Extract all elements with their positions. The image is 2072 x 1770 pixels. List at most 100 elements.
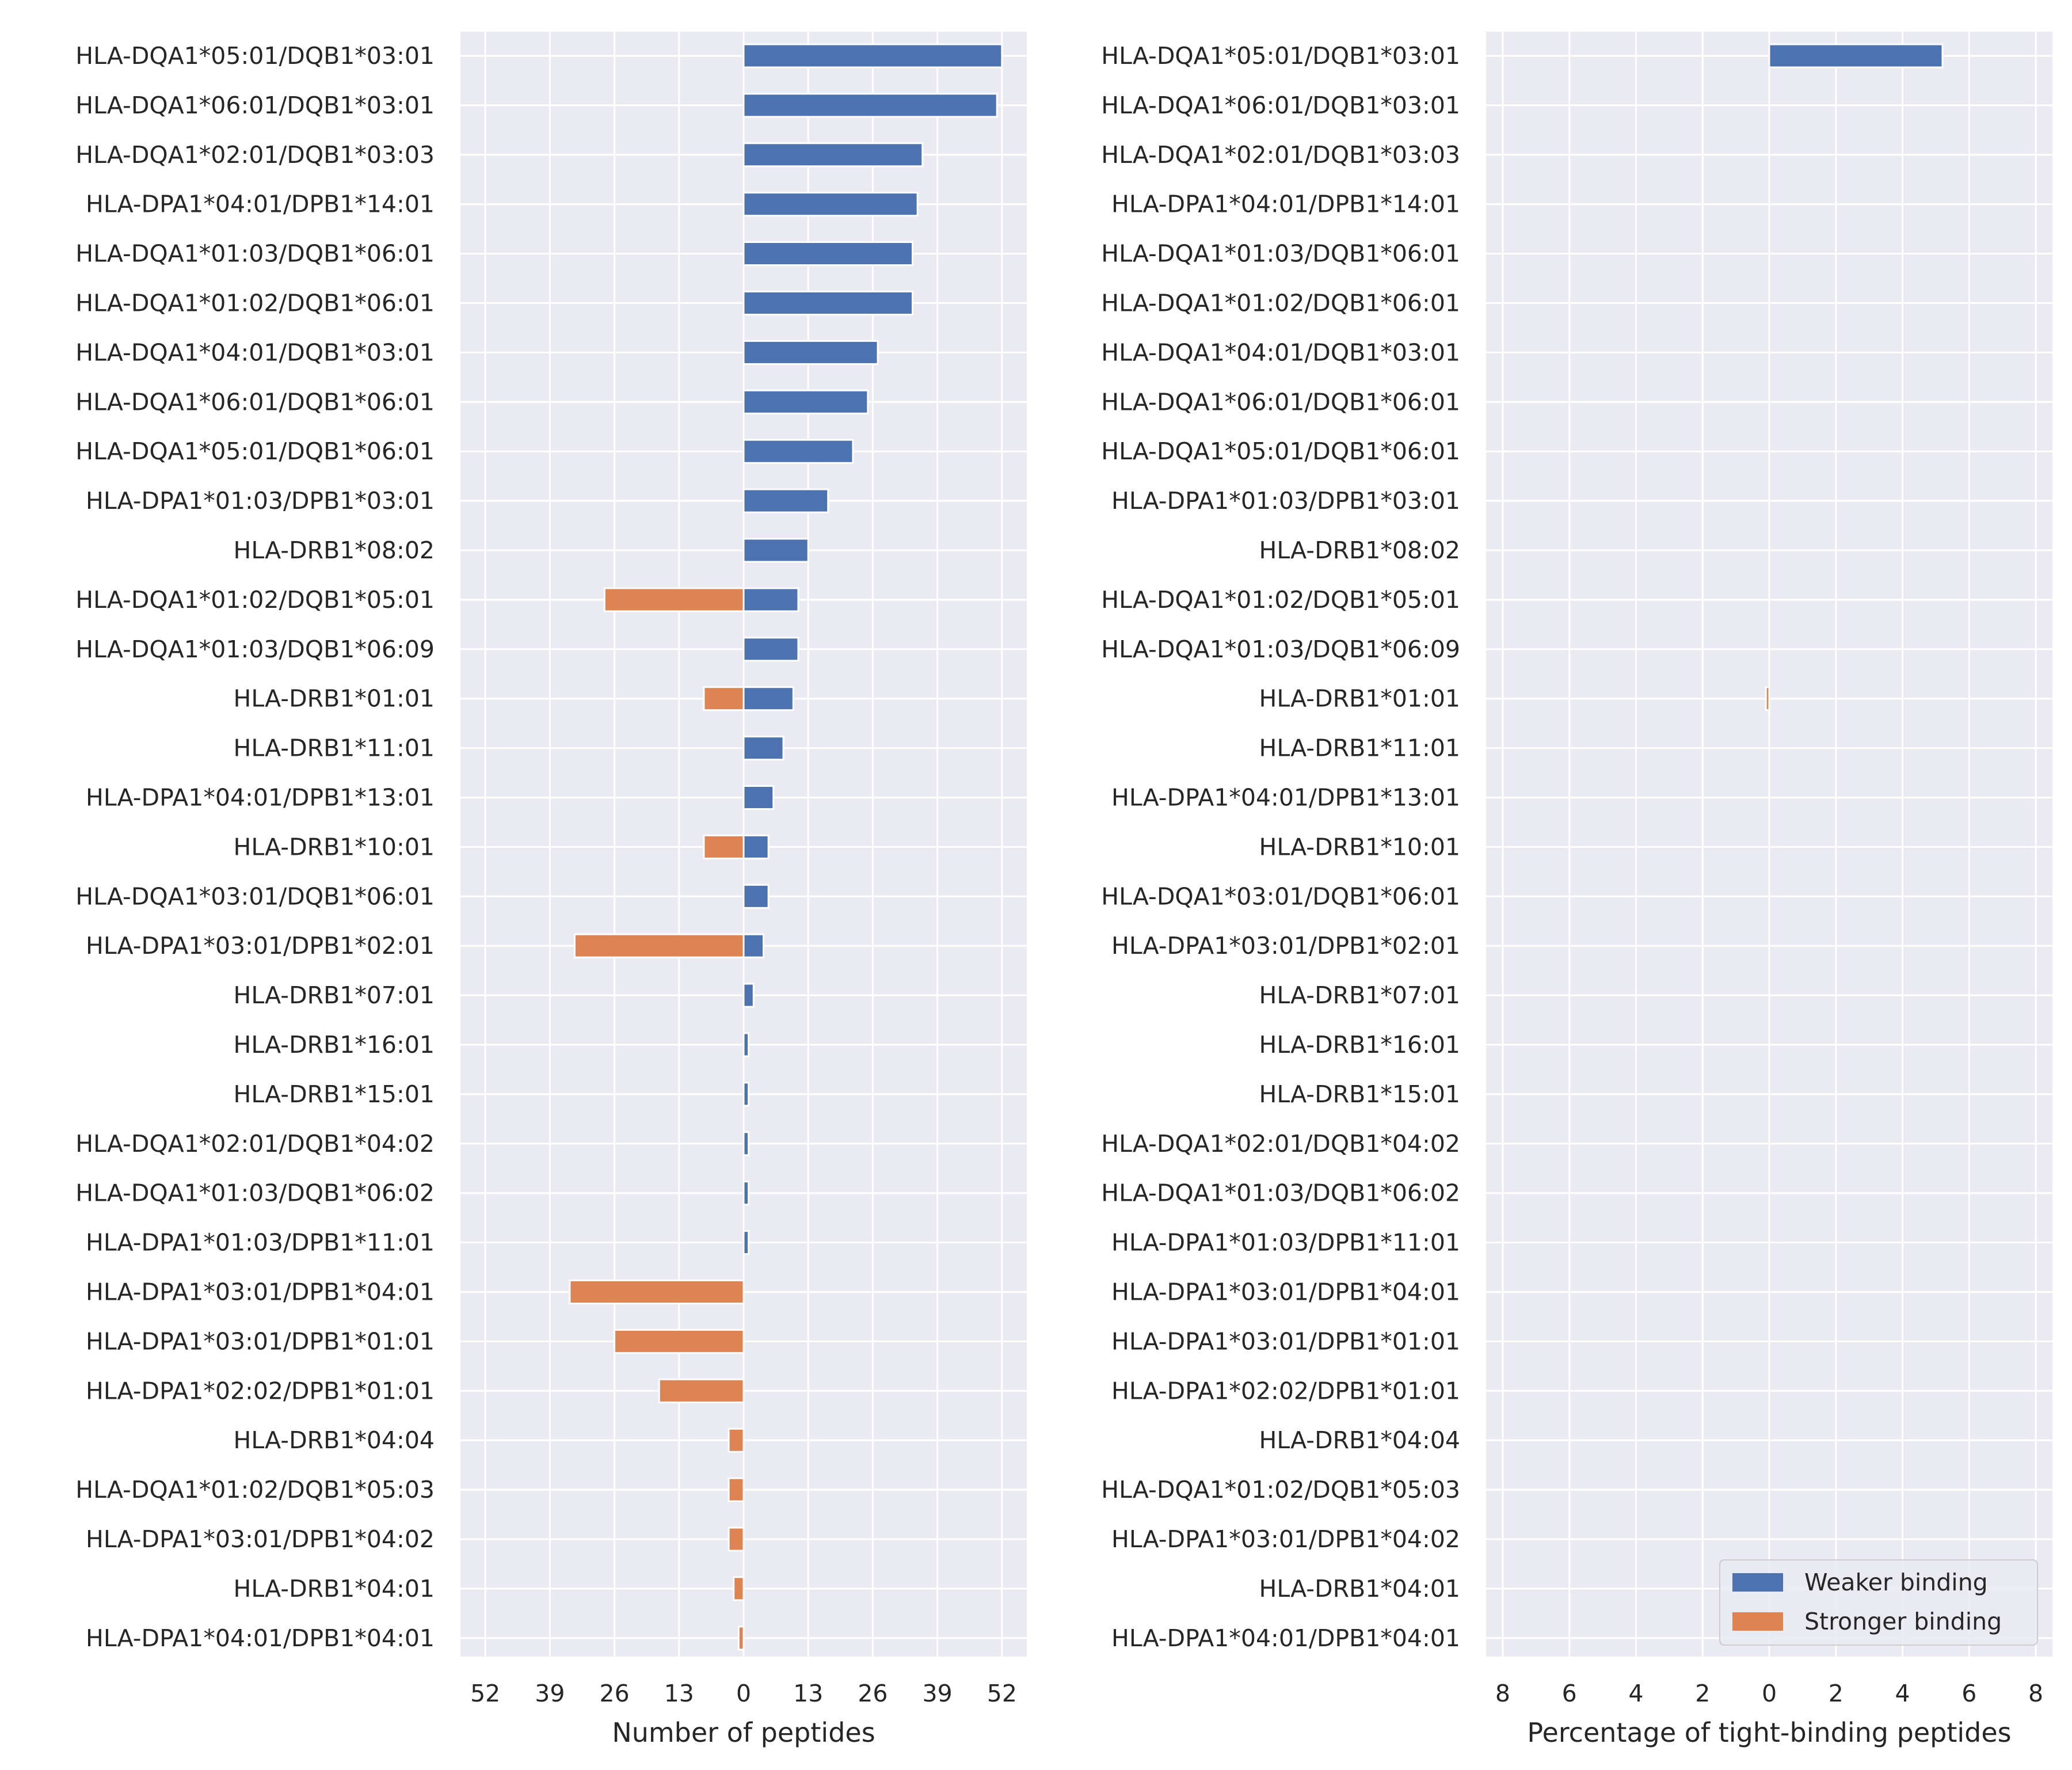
left-category-label: HLA-DQA1*05:01/DQB1*06:01 [75, 437, 435, 465]
right-tick-label: 6 [1562, 1680, 1577, 1707]
left-bar-weaker [742, 488, 829, 513]
left-tick-label: 52 [987, 1680, 1017, 1707]
right-category-label: HLA-DQA1*01:02/DQB1*06:01 [1101, 290, 1460, 317]
right-category-label: HLA-DQA1*06:01/DQB1*06:01 [1101, 388, 1460, 416]
left-bar-weaker [742, 340, 879, 365]
left-category-label: HLA-DRB1*11:01 [234, 734, 435, 762]
left-category-label: HLA-DPA1*03:01/DPB1*02:01 [86, 932, 435, 960]
left-bar-weaker [742, 142, 924, 168]
left-category-label: HLA-DQA1*01:02/DQB1*06:01 [75, 290, 435, 317]
left-axis-label: Number of peptides [612, 1717, 875, 1748]
right-category-label: HLA-DQA1*05:01/DQB1*03:01 [1101, 42, 1460, 70]
right-category-label: HLA-DRB1*04:04 [1259, 1426, 1460, 1454]
left-tick-label: 26 [858, 1680, 888, 1707]
right-tick-label: 2 [1829, 1680, 1844, 1707]
right-category-label: HLA-DRB1*01:01 [1259, 685, 1460, 713]
right-category-label: HLA-DRB1*16:01 [1259, 1031, 1460, 1059]
left-bar-weaker [742, 93, 998, 118]
left-category-label: HLA-DQA1*01:02/DQB1*05:03 [75, 1476, 435, 1503]
right-tick-label: 2 [1695, 1680, 1710, 1707]
left-tick-label: 39 [923, 1680, 953, 1707]
right-category-label: HLA-DPA1*01:03/DPB1*03:01 [1111, 487, 1460, 515]
right-tick-label: 0 [1762, 1680, 1777, 1707]
right-tick-label: 8 [1495, 1680, 1510, 1707]
left-category-label: HLA-DQA1*01:03/DQB1*06:02 [75, 1179, 435, 1207]
right-category-label: HLA-DRB1*04:01 [1259, 1575, 1460, 1602]
right-category-label: HLA-DQA1*04:01/DQB1*03:01 [1101, 338, 1460, 366]
right-panel: HLA-DQA1*05:01/DQB1*03:01 HLA-DQA1*06:01/… [1101, 32, 2052, 1748]
right-category-label: HLA-DQA1*01:02/DQB1*05:01 [1101, 586, 1460, 614]
left-category-label: HLA-DPA1*01:03/DPB1*11:01 [86, 1229, 435, 1257]
left-bar-weaker [742, 1082, 750, 1107]
left-bar-weaker [742, 1131, 750, 1156]
left-category-label: HLA-DPA1*04:01/DPB1*04:01 [86, 1624, 435, 1652]
left-category-label: HLA-DQA1*06:01/DQB1*03:01 [75, 92, 435, 119]
left-tick-label: 26 [599, 1680, 629, 1707]
right-category-label: HLA-DQA1*05:01/DQB1*06:01 [1101, 437, 1460, 465]
legend-box [1719, 1559, 2038, 1646]
left-bar-weaker [742, 538, 809, 563]
left-category-label: HLA-DPA1*03:01/DPB1*01:01 [86, 1327, 435, 1355]
left-bar-weaker [742, 834, 770, 859]
left-category-label: HLA-DQA1*02:01/DQB1*03:03 [75, 141, 435, 169]
right-category-label: HLA-DPA1*04:01/DPB1*13:01 [1111, 784, 1460, 812]
left-tick-label: 0 [736, 1680, 751, 1707]
left-category-label: HLA-DRB1*15:01 [234, 1080, 435, 1108]
left-category-label: HLA-DRB1*04:04 [234, 1426, 435, 1454]
left-bar-weaker [742, 1032, 750, 1057]
left-bar-weaker [742, 192, 919, 217]
left-bar-stronger [703, 686, 745, 711]
left-bar-weaker [742, 785, 775, 810]
left-category-label: HLA-DRB1*10:01 [234, 833, 435, 861]
left-bar-stronger [737, 1626, 745, 1651]
left-category-label: HLA-DQA1*01:02/DQB1*05:01 [75, 586, 435, 614]
right-category-label: HLA-DPA1*04:01/DPB1*04:01 [1111, 1624, 1460, 1652]
left-bar-weaker [742, 291, 913, 315]
right-category-label: HLA-DQA1*06:01/DQB1*03:01 [1101, 92, 1460, 119]
left-category-label: HLA-DPA1*03:01/DPB1*04:02 [86, 1525, 435, 1553]
left-bar-weaker [742, 241, 913, 267]
left-bar-weaker [742, 736, 784, 761]
left-tick-label: 52 [470, 1680, 500, 1707]
left-category-label: HLA-DQA1*02:01/DQB1*04:02 [75, 1130, 435, 1158]
right-category-label: HLA-DPA1*03:01/DPB1*04:02 [1111, 1525, 1460, 1553]
left-bar-stronger [658, 1378, 745, 1403]
right-category-label: HLA-DQA1*01:03/DQB1*06:09 [1101, 635, 1460, 663]
left-category-label: HLA-DPA1*04:01/DPB1*13:01 [86, 784, 435, 812]
left-bar-weaker [742, 686, 794, 711]
left-category-label: HLA-DQA1*01:03/DQB1*06:09 [75, 635, 435, 663]
left-bar-stronger [614, 1329, 745, 1354]
left-bar-weaker [742, 983, 755, 1008]
left-bar-weaker [742, 884, 770, 909]
right-category-label: HLA-DRB1*15:01 [1259, 1080, 1460, 1108]
left-category-label: HLA-DRB1*01:01 [234, 685, 435, 713]
left-bar-weaker [742, 389, 869, 414]
left-tick-label: 13 [664, 1680, 694, 1707]
right-category-label: HLA-DRB1*08:02 [1259, 536, 1460, 564]
left-bar-stronger [703, 834, 745, 859]
right-category-label: HLA-DQA1*02:01/DQB1*03:03 [1101, 141, 1460, 169]
left-category-label: HLA-DPA1*04:01/DPB1*14:01 [86, 191, 435, 218]
left-category-label: HLA-DQA1*04:01/DQB1*03:01 [75, 338, 435, 366]
right-category-label: HLA-DPA1*04:01/DPB1*14:01 [1111, 191, 1460, 218]
left-bar-stronger [569, 1280, 745, 1304]
right-axis-label: Percentage of tight-binding peptides [1527, 1717, 2011, 1748]
left-tick-label: 39 [535, 1680, 565, 1707]
left-panel: HLA-DQA1*05:01/DQB1*03:01 HLA-DQA1*06:01/… [75, 32, 1027, 1748]
right-category-label: HLA-DPA1*03:01/DPB1*02:01 [1111, 932, 1460, 960]
left-bar-weaker [742, 1230, 750, 1255]
left-bar-weaker [742, 1181, 750, 1206]
legend: Weaker binding Stronger binding [1719, 1559, 2038, 1646]
left-bar-weaker [742, 439, 854, 464]
legend-swatch-weaker [1732, 1573, 1783, 1592]
right-category-label: HLA-DRB1*11:01 [1259, 734, 1460, 762]
right-category-label: HLA-DQA1*01:02/DQB1*05:03 [1101, 1476, 1460, 1503]
left-category-label: HLA-DRB1*16:01 [234, 1031, 435, 1059]
left-bar-weaker [742, 43, 1003, 68]
right-bar-weaker [1768, 43, 1944, 68]
left-category-label: HLA-DQA1*06:01/DQB1*06:01 [75, 388, 435, 416]
left-bar-stronger [728, 1527, 745, 1552]
right-category-label: HLA-DQA1*03:01/DQB1*06:01 [1101, 882, 1460, 910]
right-tick-label: 8 [2028, 1680, 2043, 1707]
